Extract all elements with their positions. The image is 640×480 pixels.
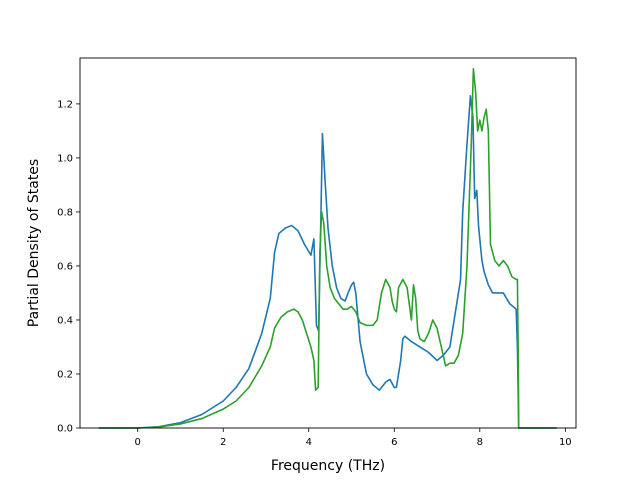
x-axis-label: Frequency (THz): [271, 458, 385, 474]
y-tick-label: 0.6: [57, 261, 73, 272]
y-axis: 0.0 0.2 0.4 0.6 0.8 1.0 1.2: [57, 99, 80, 435]
series-line-2: [98, 68, 557, 429]
y-tick-label: 1.0: [57, 153, 73, 164]
x-tick-label: 0: [135, 437, 141, 448]
y-tick-label: 1.2: [57, 99, 73, 110]
x-tick-label: 4: [306, 437, 312, 448]
x-tick-label: 10: [559, 437, 572, 448]
x-axis: 0 2 4 6 8 10: [135, 428, 572, 448]
y-tick-label: 0.0: [57, 424, 73, 435]
x-tick-label: 8: [477, 437, 483, 448]
plot-area: [98, 68, 557, 429]
y-tick-label: 0.4: [57, 315, 73, 326]
y-tick-label: 0.8: [57, 207, 73, 218]
y-axis-label: Partial Density of States: [26, 159, 42, 327]
x-tick-label: 6: [391, 437, 397, 448]
y-tick-label: 0.2: [57, 369, 73, 380]
x-tick-label: 2: [220, 437, 226, 448]
axes-frame: [79, 57, 577, 429]
series-line-1: [98, 95, 557, 429]
